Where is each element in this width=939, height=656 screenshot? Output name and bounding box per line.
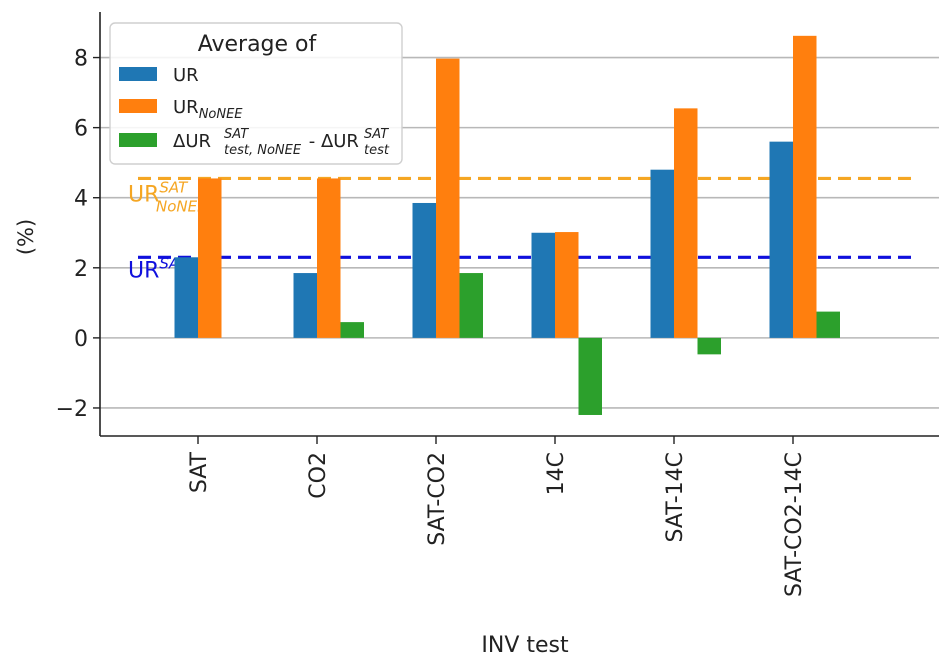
bar-2 (697, 337, 721, 355)
bar-1 (436, 58, 460, 338)
bar-1 (793, 35, 817, 338)
bar-2 (459, 273, 483, 338)
legend-label-2: ΔUR SAT test, NoNEE - ΔUR SAT test (173, 127, 390, 158)
x-tick-label: SAT-CO2 (425, 452, 450, 546)
bars (174, 35, 840, 415)
x-tick-label: SAT-CO2-14C (782, 452, 807, 597)
legend-title: Average of (198, 32, 318, 57)
bar-0 (531, 232, 555, 338)
y-axis-label: (%) (14, 219, 38, 255)
x-tick-label: SAT-14C (663, 452, 688, 542)
x-tick-labels: SAT CO2 SAT-CO2 14C SAT-14C SAT-CO2-14C (187, 436, 807, 597)
bar-0 (650, 169, 674, 338)
y-tick-label: 0 (74, 327, 88, 352)
bar-2 (340, 322, 364, 338)
y-tick-label: 2 (74, 257, 88, 282)
bar-1 (674, 108, 698, 338)
legend-swatch-1 (119, 99, 157, 113)
y-tick-label: 6 (74, 117, 88, 142)
x-tick-label: CO2 (306, 452, 331, 499)
bar-0 (293, 273, 317, 338)
bar-1 (317, 178, 341, 338)
bar-0 (769, 141, 793, 338)
axes (99, 12, 939, 437)
bar-0 (174, 257, 198, 338)
legend-swatch-2 (119, 133, 157, 147)
reference-line-label: URSAT NoNEE (128, 178, 207, 215)
y-tick-label: 8 (74, 47, 88, 72)
legend: Average of UR URNoNEE ΔUR SAT test, NoNEE - Δ… (109, 22, 403, 165)
x-axis-label: INV test (481, 633, 569, 656)
x-tick-label: 14C (544, 452, 569, 495)
y-tick-label: −2 (56, 397, 88, 422)
legend-label-0: UR (173, 65, 199, 86)
bar-0 (412, 202, 436, 338)
legend-swatch-0 (119, 67, 157, 81)
legend-label-1: URNoNEE (173, 97, 243, 122)
bar-1 (555, 232, 579, 338)
bar-2 (816, 311, 840, 338)
bar-1 (198, 178, 222, 338)
y-tick-labels: 8 6 4 2 0 −2 (56, 47, 100, 422)
y-tick-label: 4 (74, 187, 88, 212)
x-tick-label: SAT (187, 451, 212, 493)
bar-2 (578, 337, 602, 415)
legend-box (109, 22, 403, 165)
